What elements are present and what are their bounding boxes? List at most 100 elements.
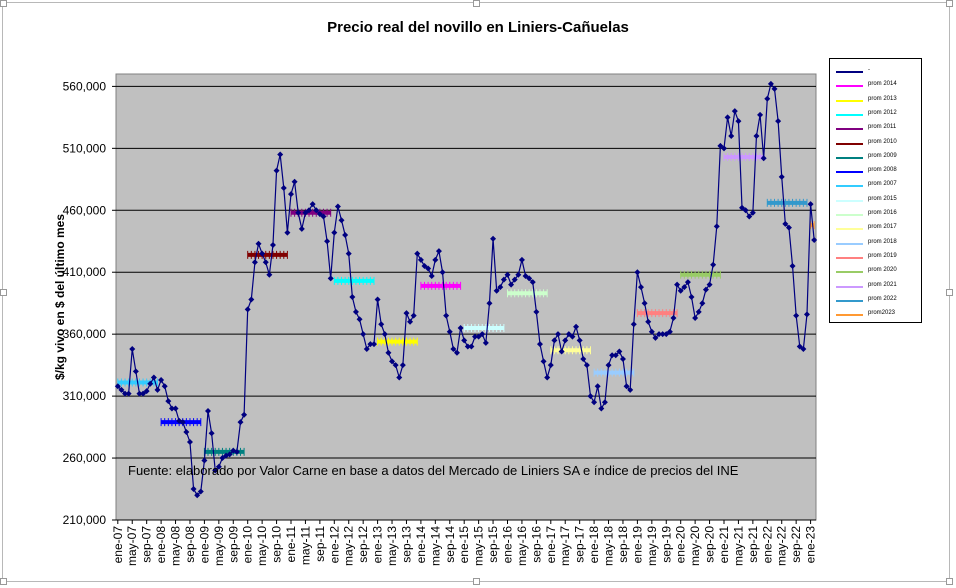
legend-label: prom 2011 [868,124,897,131]
resize-handle-bottom-center[interactable] [473,578,480,585]
data-point [435,248,442,255]
x-tick-label: ene-10 [241,526,255,564]
average-line [247,250,288,259]
x-tick-label: may-16 [515,526,529,566]
data-point [251,259,258,266]
data-point [262,259,269,266]
data-point [518,256,525,263]
data-point [493,287,500,294]
data-point [562,337,569,344]
data-point [659,331,666,338]
legend-item: prom 2017 [830,223,923,235]
resize-handle-middle-right[interactable] [946,289,953,296]
x-tick-label: ene-15 [457,526,471,564]
resize-handle-top-left[interactable] [0,0,7,7]
x-tick-label: may-22 [775,526,789,566]
data-point [147,380,154,387]
data-point [486,300,493,307]
x-tick-label: may-14 [428,526,442,566]
x-tick-label: sep-07 [140,526,154,563]
data-point [186,438,193,445]
data-point [132,368,139,375]
data-point [316,210,323,217]
data-point [197,488,204,495]
data-point [143,388,150,395]
data-point [208,430,215,437]
data-point [266,271,273,278]
data-point [399,362,406,369]
x-tick-label: may-15 [472,526,486,566]
x-tick-label: ene-13 [371,526,385,564]
data-point [576,337,583,344]
data-point [789,263,796,270]
legend-label: prom 2021 [868,281,897,288]
data-point [150,374,157,381]
resize-handle-bottom-right[interactable] [946,578,953,585]
data-point [565,331,572,338]
y-tick-label: 460,000 [63,203,107,217]
resize-handle-middle-left[interactable] [0,289,7,296]
data-point [349,294,356,300]
data-point [334,203,341,210]
legend-item: - [830,66,923,78]
data-point [551,337,558,344]
legend-swatch [836,99,863,102]
legend-swatch [836,199,863,202]
x-tick-label: sep-12 [356,526,370,563]
y-tick-label: 260,000 [63,451,107,465]
data-point [201,457,208,464]
data-point [728,132,735,139]
average-line [680,270,721,279]
x-tick-label: sep-21 [746,526,760,563]
x-tick-label: may-07 [125,526,139,566]
data-point [504,271,511,278]
x-tick-label: sep-20 [703,526,717,563]
data-point [140,390,147,397]
resize-handle-top-right[interactable] [946,0,953,7]
average-line [463,323,505,332]
data-point [190,486,197,493]
legend-label: prom 2022 [868,295,897,302]
data-point [309,201,316,208]
legend-item: prom 2010 [830,138,923,150]
average-line [333,276,375,285]
data-point [421,263,428,270]
legend-item: prom 2012 [830,109,923,121]
x-tick-label: may-09 [212,526,226,566]
data-point [623,383,630,390]
resize-handle-bottom-left[interactable] [0,578,7,585]
x-tick-label: sep-10 [270,526,284,563]
data-point [461,337,468,344]
data-point [226,451,233,458]
legend-swatch [836,271,863,274]
data-point [695,308,702,315]
data-point [757,111,764,118]
x-tick-label: ene-08 [154,526,168,564]
x-tick-label: ene-14 [414,526,428,564]
legend-item: prom 2014 [830,80,923,92]
data-point [681,284,688,291]
data-point [479,331,486,338]
data-point [298,225,305,232]
chart-legend[interactable]: - prom 2014 prom 2013 prom 2012 prom 2011 pro… [829,58,922,323]
data-point [482,339,489,346]
data-point [785,224,792,231]
legend-swatch [836,242,863,245]
data-point [767,80,774,87]
x-tick-label: sep-15 [486,526,500,563]
data-point [385,349,392,356]
x-tick-label: may-21 [731,526,745,566]
data-point [269,241,276,248]
data-point [648,328,655,335]
x-tick-label: may-19 [645,526,659,566]
data-point [352,308,359,315]
legend-label: prom 2017 [868,224,897,231]
data-point [605,362,612,369]
data-point [414,250,421,257]
resize-handle-top-center[interactable] [473,0,480,7]
data-point [392,362,399,369]
data-point [158,377,165,384]
x-tick-label: ene-16 [500,526,514,564]
legend-item: prom 2021 [830,281,923,293]
data-point [464,343,471,350]
